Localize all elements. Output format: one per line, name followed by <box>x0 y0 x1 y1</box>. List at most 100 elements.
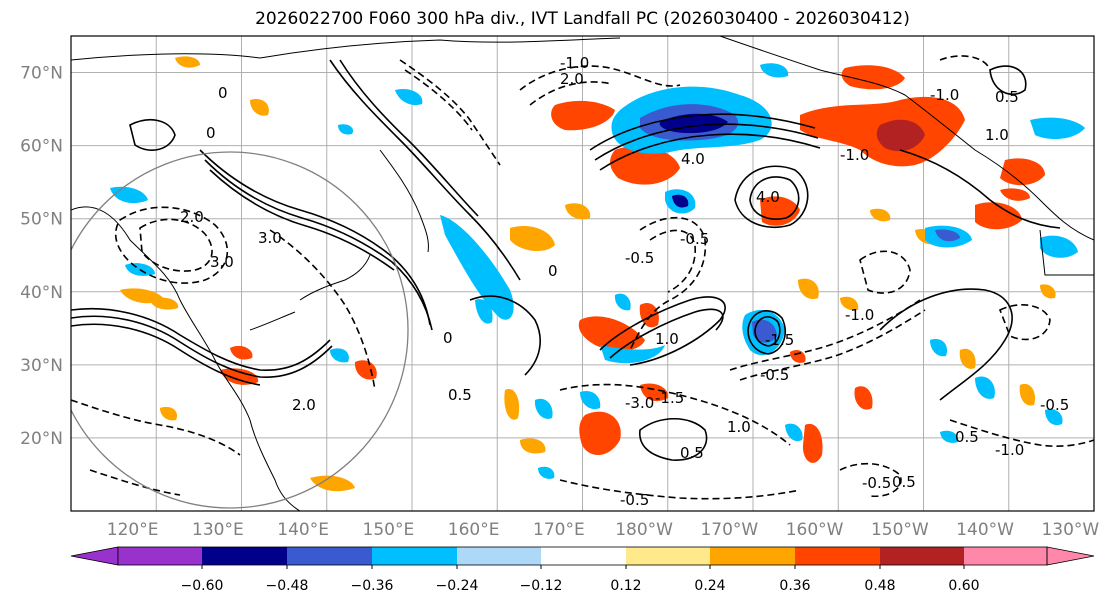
longitude-label: 130°W <box>1041 520 1099 540</box>
contour-line-dashed <box>399 59 501 166</box>
contour-label: -0.5 <box>625 249 654 267</box>
div-negative-area <box>785 423 803 442</box>
div-positive-area <box>640 383 669 402</box>
div-negative-mid <box>935 229 960 242</box>
colorbar-tick-label: −0.36 <box>351 578 394 594</box>
contour-line-dashed <box>859 250 911 294</box>
contour-line-dashed <box>839 462 902 498</box>
div-negative-area <box>940 430 959 443</box>
colorbar-outline <box>117 546 1048 566</box>
coastlines <box>71 36 1094 511</box>
coastline-alaska <box>719 36 1094 241</box>
div-negative-area <box>1030 117 1085 140</box>
colorbar-segment <box>795 547 880 565</box>
contour-line-dashed <box>519 65 681 91</box>
colorbar-segment <box>287 547 372 565</box>
contour-line-dashed <box>949 419 1094 447</box>
latitude-label: 60°N <box>20 137 63 157</box>
contour-label: 1.0 <box>655 330 679 348</box>
contour-label: -0.5 <box>680 230 709 248</box>
contour-label: 0.5 <box>680 444 704 462</box>
contour-label: 2.0 <box>292 396 316 414</box>
div-negative-area <box>440 215 514 320</box>
contour-line <box>129 119 176 151</box>
div-negative-area <box>338 124 354 135</box>
contour-label: -0.5 <box>862 474 891 492</box>
contour-line-dashed <box>998 304 1051 341</box>
longitude-label: 160°W <box>786 520 844 540</box>
longitude-label: 170°E <box>533 520 585 540</box>
div-negative-mid <box>752 319 777 343</box>
contour-label: 0.5 <box>995 88 1019 106</box>
div-positive-light <box>565 203 591 220</box>
div-negative-area <box>1040 235 1078 258</box>
div-positive-area <box>551 100 615 131</box>
contour-line <box>599 133 821 171</box>
longitude-label: 140°W <box>956 520 1014 540</box>
contour-label: 0.5 <box>955 428 979 446</box>
div-positive-light <box>510 225 555 252</box>
latitude-label: 30°N <box>20 356 63 376</box>
colorbar-tick-label: −0.12 <box>520 578 563 594</box>
div-negative-area <box>330 348 349 363</box>
contour-label: 0 <box>206 124 216 142</box>
contour-label: 0.5 <box>448 386 472 404</box>
contour-line <box>589 113 816 151</box>
contour-label: -3.0 <box>625 394 654 412</box>
div-positive-light <box>1040 284 1056 299</box>
div-negative-dark <box>672 194 689 208</box>
colorbar-tick-label: 0.24 <box>694 578 725 594</box>
contour-label: 2.0 <box>560 70 584 88</box>
contour-line-dashed <box>939 55 991 71</box>
longitude-labels: 120°E 130°E 140°E 150°E 160°E 170°E 180°W 170°W… <box>107 520 1100 540</box>
div-positive-area <box>220 368 259 385</box>
contour-line <box>747 310 786 355</box>
contour-label: -0.5 <box>1040 396 1069 414</box>
colorbar-extend-low <box>70 546 119 566</box>
contour-label: 3.0 <box>258 229 282 247</box>
contours-positive <box>71 59 1061 461</box>
contour-label: 4.0 <box>756 188 780 206</box>
longitude-label: 160°E <box>448 520 500 540</box>
contour-line <box>754 316 781 347</box>
div-positive-light <box>870 208 891 222</box>
coastline-bc <box>1039 229 1094 276</box>
contour-line-dashed <box>269 229 376 391</box>
div-negative-area <box>760 63 789 78</box>
colorbar-extend-high <box>1046 546 1095 566</box>
div-positive-area <box>1000 158 1045 186</box>
div-negative-area <box>580 390 601 410</box>
latitude-label: 50°N <box>20 210 63 230</box>
contour-line <box>209 169 395 271</box>
contour-line-dashed <box>139 218 213 272</box>
div-negative-area <box>614 293 631 311</box>
contour-line-dashed <box>729 299 921 371</box>
div-positive-area <box>854 386 873 410</box>
contour-line-dashed <box>71 399 241 456</box>
contour-labels: 0 0 2.0 3.0 3.0 -1.0 2.0 4.0 4.0 -0.5 -0… <box>180 54 1069 509</box>
contour-label: -0.5 <box>760 366 789 384</box>
divergence-shading <box>110 56 1085 492</box>
colorbar-segment <box>710 547 795 565</box>
coastline-japan <box>249 254 371 331</box>
map-frame <box>70 35 1095 512</box>
contour-label: -0.5 <box>620 491 649 509</box>
colorbar-tick-label: −0.48 <box>266 578 309 594</box>
div-positive-area <box>975 202 1022 230</box>
contour-line-dashed <box>559 383 791 446</box>
colorbar-segment <box>118 547 202 565</box>
contour-label: 0 <box>218 84 228 102</box>
contour-line-dashed <box>529 81 613 106</box>
colorbar-tick-label: 0.36 <box>779 578 810 594</box>
contour-line <box>199 149 431 326</box>
div-positive-light <box>504 389 520 420</box>
div-positive-light <box>175 56 200 68</box>
longitude-label: 180°W <box>615 520 673 540</box>
div-negative-area <box>1045 408 1063 426</box>
longitude-label: 120°E <box>107 520 159 540</box>
coastline-arctic <box>71 37 621 61</box>
div-positive-light <box>798 278 819 300</box>
contour-line <box>71 315 333 378</box>
colorbar-tick-label: −0.60 <box>181 578 224 594</box>
